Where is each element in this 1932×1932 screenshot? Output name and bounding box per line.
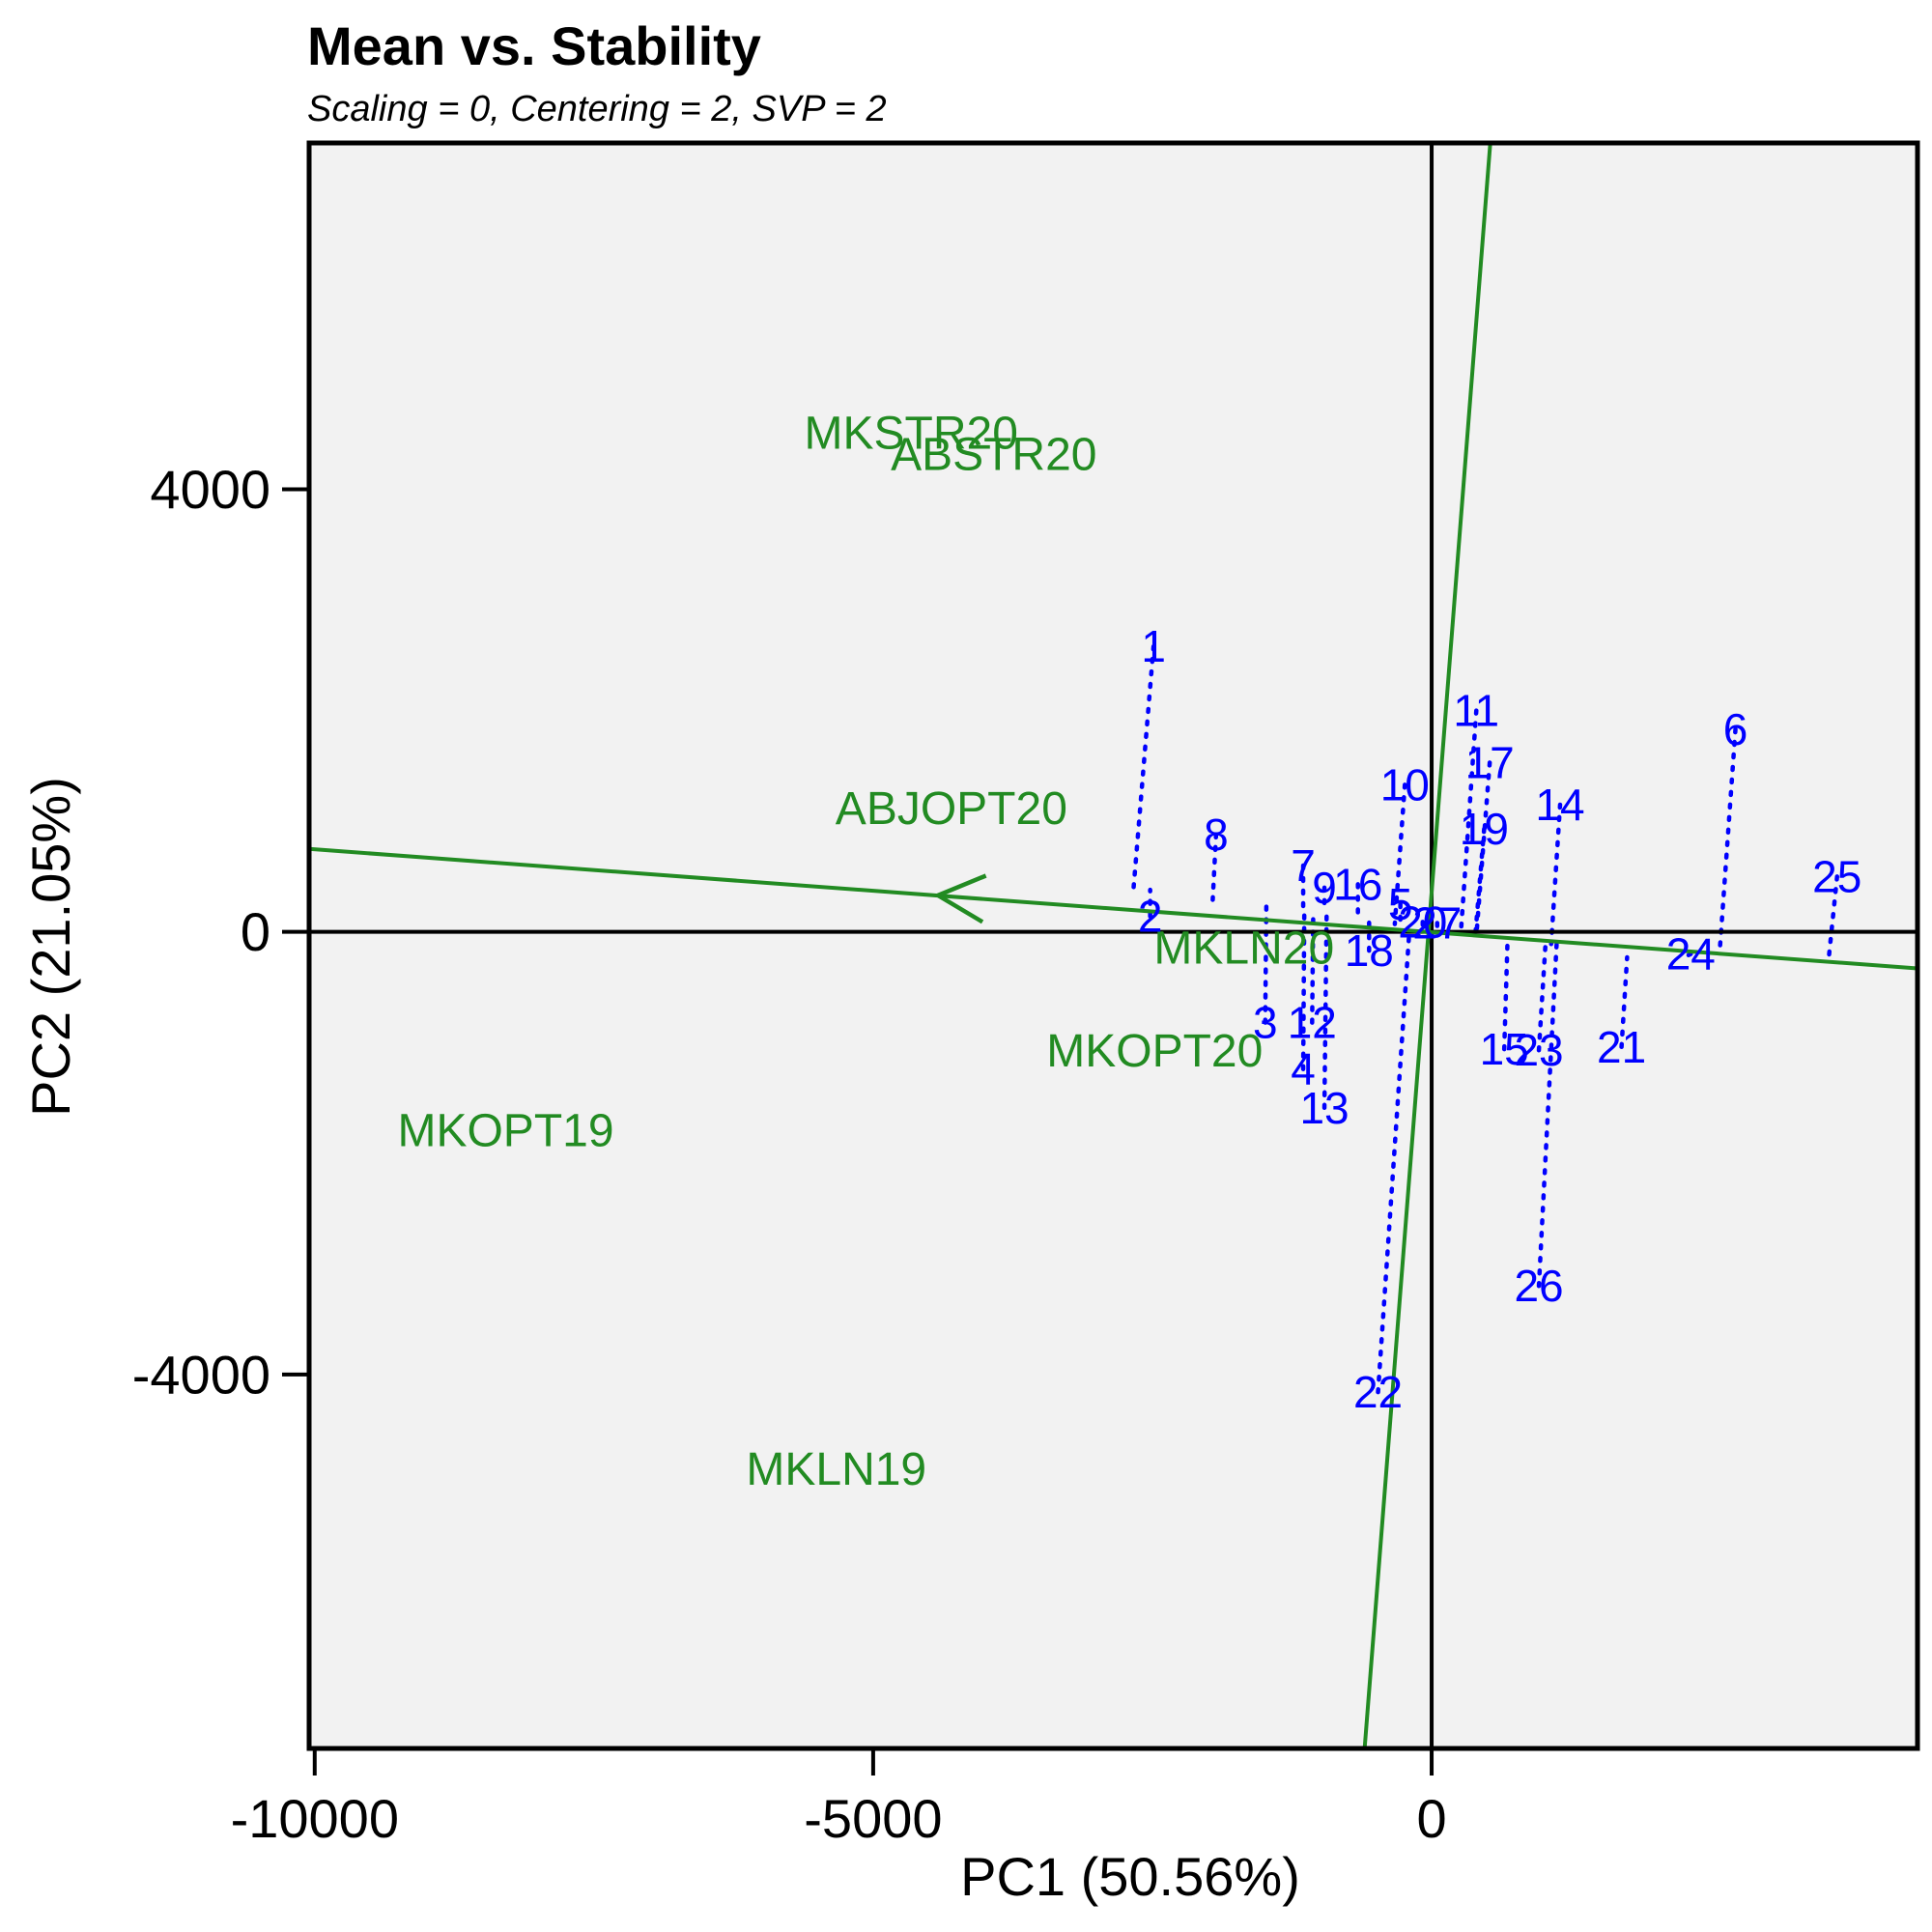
projection-line-15 bbox=[1501, 936, 1510, 1052]
genotype-label-3: 3 bbox=[1253, 998, 1278, 1048]
genotype-label-17: 17 bbox=[1465, 737, 1515, 787]
y-axis-ticks: 4000 0 -4000 bbox=[132, 459, 309, 1405]
genotype-label-14: 14 bbox=[1535, 780, 1584, 830]
genotype-label-16: 16 bbox=[1333, 859, 1382, 909]
environment-label-mkln20: MKLN20 bbox=[1153, 923, 1334, 974]
plot-frame bbox=[306, 140, 1920, 1751]
genotype-label-4: 4 bbox=[1291, 1044, 1316, 1094]
environment-label-mkln19: MKLN19 bbox=[746, 1444, 926, 1495]
genotype-label-15: 15 bbox=[1480, 1024, 1529, 1074]
projection-line-26 bbox=[1536, 939, 1559, 1289]
aec-arrow-head bbox=[932, 873, 987, 924]
projection-line-10 bbox=[1392, 782, 1407, 926]
projection-line-21 bbox=[1619, 954, 1630, 1050]
genotype-label-8: 8 bbox=[1204, 810, 1229, 860]
genotype-label-22: 22 bbox=[1353, 1367, 1403, 1417]
x-axis-ticks: -10000 -5000 0 bbox=[231, 1748, 1447, 1849]
genotype-label-21: 21 bbox=[1597, 1022, 1646, 1072]
genotype-label-11: 11 bbox=[1453, 686, 1499, 736]
x-tick-label: -10000 bbox=[231, 1788, 399, 1849]
plot-panel bbox=[309, 143, 1918, 1748]
projection-line-8 bbox=[1210, 832, 1219, 902]
genotype-label-18: 18 bbox=[1345, 925, 1394, 976]
x-tick-label: 0 bbox=[1416, 1788, 1446, 1849]
projection-line-6 bbox=[1718, 726, 1738, 952]
y-tick-label: -4000 bbox=[132, 1344, 270, 1405]
genotype-label-26: 26 bbox=[1514, 1261, 1563, 1311]
genotype-label-27: 27 bbox=[1412, 898, 1462, 949]
projection-line-25 bbox=[1826, 874, 1839, 967]
projection-line-11 bbox=[1458, 708, 1479, 938]
genotype-label-6: 6 bbox=[1723, 704, 1748, 754]
genotype-label-5: 5 bbox=[1388, 879, 1413, 929]
genotype-label-25: 25 bbox=[1812, 851, 1861, 901]
projection-line-19 bbox=[1472, 826, 1487, 939]
aec-abscissa-line bbox=[308, 846, 1918, 971]
projection-line-22 bbox=[1376, 929, 1412, 1395]
genotype-label-12: 12 bbox=[1288, 998, 1337, 1048]
projection-line-14 bbox=[1548, 802, 1563, 947]
projection-line-17 bbox=[1474, 760, 1492, 939]
genotype-label-10: 10 bbox=[1380, 759, 1430, 810]
environment-label-mkopt20: MKOPT20 bbox=[1046, 1026, 1263, 1077]
environment-label-abstr20: ABSTR20 bbox=[891, 430, 1096, 481]
projection-line-24 bbox=[1686, 952, 1693, 957]
genotype-label-24: 24 bbox=[1666, 929, 1716, 980]
genotype-label-2: 2 bbox=[1138, 892, 1163, 942]
genotype-label-7: 7 bbox=[1291, 840, 1316, 891]
x-axis-label: PC1 (50.56%) bbox=[960, 1846, 1300, 1907]
aec-ordinate-line bbox=[1362, 142, 1492, 1749]
environment-label-mkstr20: MKSTR20 bbox=[805, 409, 1018, 460]
genotype-labels: 1234567891011121314151617181920212223242… bbox=[1138, 621, 1861, 1417]
zero-axis-lines bbox=[309, 143, 1918, 1748]
genotype-label-19: 19 bbox=[1460, 804, 1509, 854]
genotype-label-13: 13 bbox=[1299, 1083, 1349, 1133]
y-tick-label: 0 bbox=[241, 901, 270, 962]
genotype-label-9: 9 bbox=[1312, 863, 1337, 913]
y-tick-label: 4000 bbox=[150, 459, 270, 520]
genotype-projection-lines bbox=[1131, 643, 1839, 1395]
chart-subtitle: Scaling = 0, Centering = 2, SVP = 2 bbox=[307, 89, 887, 129]
projection-line-23 bbox=[1536, 940, 1548, 1053]
chart-title: Mean vs. Stability bbox=[307, 15, 761, 76]
average-environment-axes bbox=[308, 142, 1918, 1749]
genotype-label-1: 1 bbox=[1141, 621, 1166, 671]
projection-line-4 bbox=[1300, 907, 1307, 1071]
projection-line-13 bbox=[1321, 909, 1329, 1111]
genotype-label-23: 23 bbox=[1514, 1025, 1563, 1075]
genotype-label-20: 20 bbox=[1398, 896, 1447, 947]
y-axis-label: PC2 (21.05%) bbox=[20, 777, 81, 1117]
environment-label-abjopt20: ABJOPT20 bbox=[836, 783, 1067, 835]
projection-line-1 bbox=[1131, 643, 1156, 893]
environment-label-mkopt19: MKOPT19 bbox=[397, 1105, 613, 1156]
x-tick-label: -5000 bbox=[804, 1788, 942, 1849]
